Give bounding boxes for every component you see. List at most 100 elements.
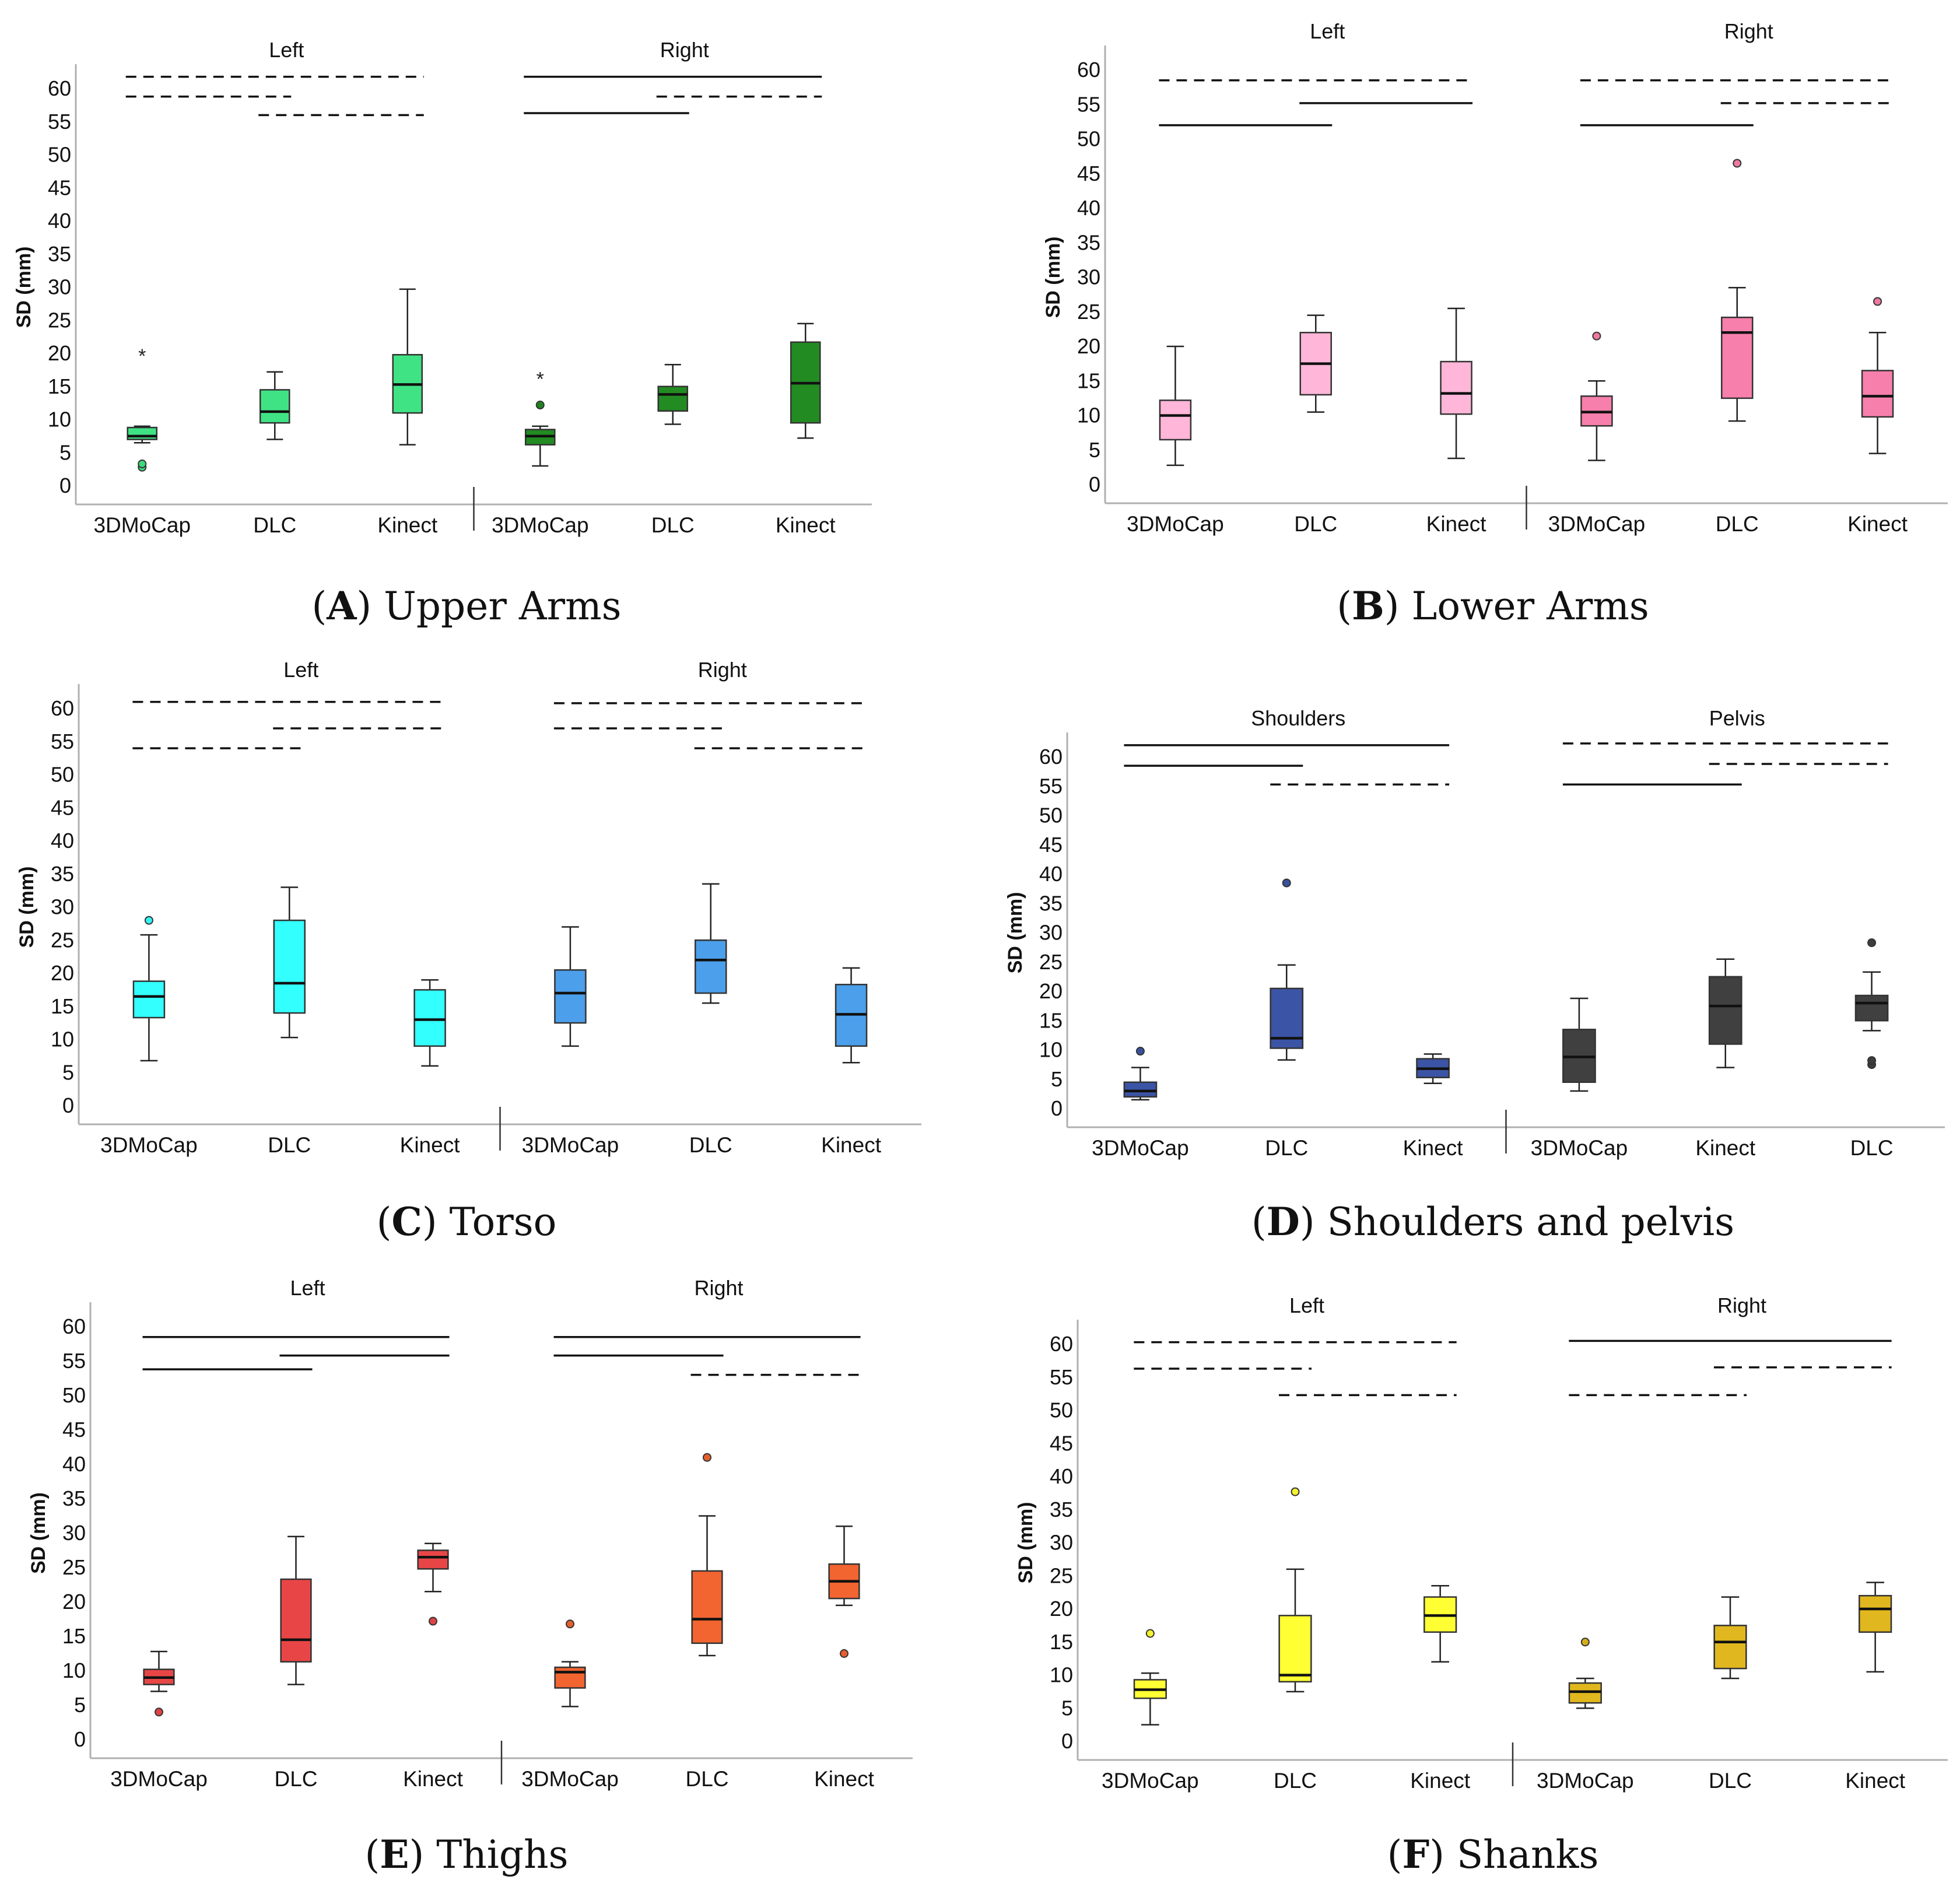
caption-paren-close: ) <box>409 1832 437 1877</box>
box-2 <box>1440 307 1472 460</box>
box-1 <box>273 886 306 1039</box>
y-tick-label: 45 <box>1050 1431 1073 1455</box>
outlier-point <box>1873 297 1882 306</box>
y-tick-label: 10 <box>51 1028 74 1051</box>
box-0 <box>143 1650 175 1717</box>
y-tick-label: 50 <box>1077 127 1100 151</box>
y-tick-label: 25 <box>51 928 74 952</box>
box-3: * <box>524 369 556 467</box>
caption-paren-close: ) <box>1300 1200 1327 1244</box>
x-tick-label: 3DMoCap <box>1127 512 1224 536</box>
y-axis-label: SD (mm) <box>1042 237 1064 318</box>
y-tick-label: 15 <box>51 994 74 1018</box>
box-5 <box>828 1525 860 1658</box>
x-tick-label: DLC <box>268 1133 311 1157</box>
box-4 <box>1721 159 1754 422</box>
y-tick-label: 35 <box>51 862 74 886</box>
y-tick-label: 35 <box>1077 230 1100 254</box>
y-tick-label: 25 <box>62 1555 86 1579</box>
y-tick-label: 60 <box>1039 745 1063 769</box>
y-tick-label: 45 <box>1077 162 1100 185</box>
iqr-box <box>1159 399 1192 441</box>
y-tick-label: 35 <box>48 242 71 266</box>
x-tick-label: 3DMoCap <box>1531 1136 1628 1160</box>
box-4 <box>1708 958 1742 1068</box>
x-tick-label: DLC <box>1709 1769 1752 1793</box>
group-label: Left <box>269 38 304 62</box>
panel-caption: (F) Shanks <box>1387 1832 1599 1877</box>
outlier-star: * <box>537 369 544 391</box>
iqr-box <box>1708 976 1742 1045</box>
y-axis-label: SD (mm) <box>27 1492 50 1574</box>
y-tick-label: 60 <box>1050 1332 1073 1356</box>
x-tick-label: Kinect <box>1426 512 1487 536</box>
box-1 <box>280 1535 312 1685</box>
box-4 <box>657 364 689 425</box>
group-label: Left <box>1310 19 1345 43</box>
outlier-point <box>1867 938 1877 948</box>
caption-paren-open: ( <box>311 584 327 629</box>
caption-paren-open: ( <box>1251 1200 1267 1244</box>
caption-paren-open: ( <box>1337 584 1352 629</box>
y-tick-label: 10 <box>1039 1038 1063 1062</box>
caption-paren-close: ) <box>356 584 384 629</box>
y-tick-label: 45 <box>1039 833 1063 857</box>
group-label: Shoulders <box>1251 706 1345 730</box>
box-1 <box>1270 878 1304 1061</box>
group-label: Right <box>660 38 709 62</box>
panel-caption: (B) Lower Arms <box>1337 583 1649 629</box>
box-5 <box>835 967 868 1064</box>
y-tick-label: 45 <box>62 1418 86 1442</box>
y-tick-label: 40 <box>1039 862 1063 886</box>
y-tick-label: 10 <box>62 1658 86 1682</box>
outlier-point <box>1580 1637 1590 1647</box>
y-tick-label: 60 <box>48 76 71 100</box>
y-tick-label: 0 <box>59 474 71 497</box>
y-tick-label: 5 <box>1051 1067 1063 1091</box>
y-tick-label: 40 <box>51 829 74 853</box>
y-tick-label: 5 <box>62 1060 74 1084</box>
outlier-point <box>155 1707 163 1717</box>
y-tick-label: 20 <box>1050 1597 1073 1621</box>
iqr-box <box>273 919 306 1014</box>
y-tick-label: 0 <box>1061 1729 1073 1753</box>
x-tick-label: Kinect <box>1695 1136 1756 1160</box>
iqr-box <box>1721 316 1754 399</box>
y-axis-label: SD (mm) <box>1015 1502 1037 1584</box>
x-tick-label: Kinect <box>1410 1769 1471 1793</box>
outlier-point <box>535 401 545 410</box>
caption-paren-open: ( <box>364 1832 380 1877</box>
iqr-box <box>280 1578 312 1663</box>
caption-letter: A <box>326 583 357 629</box>
caption-title: Thighs <box>436 1832 568 1877</box>
x-tick-label: 3DMoCap <box>492 513 589 537</box>
y-tick-label: 30 <box>62 1521 86 1545</box>
y-tick-label: 15 <box>48 374 71 398</box>
group-label: Left <box>290 1276 325 1300</box>
panel-d: 0 5 10 15 20 25 30 35 40 45 50 55 60 SD (mm) 3DMoCap DL… <box>1004 706 1945 1244</box>
y-tick-label: 20 <box>1039 979 1063 1003</box>
iqr-box <box>413 989 446 1047</box>
y-tick-label: 55 <box>1050 1365 1073 1389</box>
x-tick-label: DLC <box>685 1767 728 1791</box>
y-tick-label: 55 <box>48 110 71 134</box>
outlier-point <box>1135 1047 1145 1056</box>
box-4 <box>1713 1596 1747 1679</box>
group-label: Right <box>694 1276 743 1300</box>
caption-letter: F <box>1402 1832 1429 1877</box>
caption-letter: B <box>1352 583 1384 629</box>
box-2 <box>413 979 446 1067</box>
panel-caption: (C) Torso <box>377 1199 557 1244</box>
y-tick-label: 50 <box>1039 804 1063 827</box>
y-tick-label: 25 <box>1077 300 1100 324</box>
group-label: Left <box>1289 1293 1324 1317</box>
y-tick-label: 10 <box>1050 1663 1073 1687</box>
x-tick-label: DLC <box>253 513 296 537</box>
box-5 <box>1859 1582 1892 1673</box>
x-tick-label: Kinect <box>776 513 836 537</box>
x-tick-label: DLC <box>651 513 695 537</box>
box-0 <box>1133 1629 1167 1726</box>
outlier-point <box>1592 331 1601 341</box>
y-tick-label: 20 <box>62 1590 86 1614</box>
